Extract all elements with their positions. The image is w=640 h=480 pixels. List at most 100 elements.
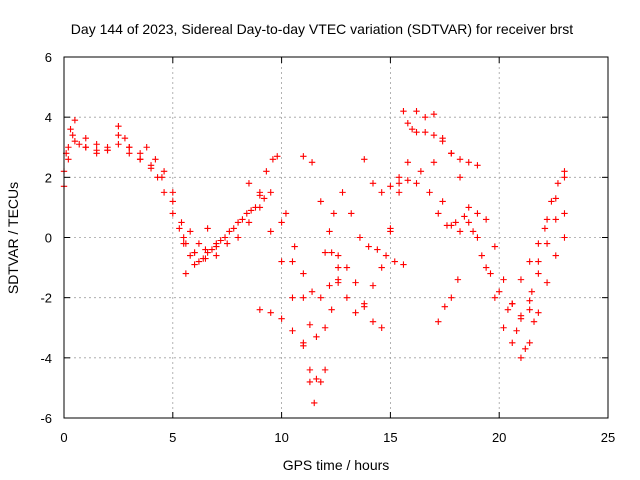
- data-point: [439, 135, 446, 142]
- series-trace-p: [430, 132, 481, 169]
- data-point: [430, 110, 438, 118]
- data-point: [256, 192, 264, 199]
- data-point: [267, 309, 274, 316]
- series-trace-b: [62, 116, 220, 262]
- data-point: [352, 309, 359, 316]
- data-point: [528, 288, 536, 295]
- data-point: [543, 240, 551, 247]
- series-trace-c: [60, 122, 211, 247]
- data-point: [461, 213, 468, 220]
- data-point: [441, 303, 448, 310]
- data-point: [334, 264, 342, 271]
- data-point: [448, 150, 455, 157]
- data-point: [187, 252, 194, 259]
- data-point: [213, 240, 220, 247]
- y-tick-label: 0: [45, 231, 52, 246]
- data-point: [65, 144, 72, 151]
- data-point: [224, 240, 231, 247]
- data-point: [267, 228, 274, 235]
- data-point: [378, 189, 385, 196]
- data-point: [408, 126, 416, 133]
- data-point: [561, 210, 568, 217]
- data-point: [317, 198, 324, 205]
- data-point: [391, 258, 398, 265]
- series-trace-k: [321, 189, 407, 268]
- data-point: [152, 156, 159, 163]
- x-axis-label: GPS time / hours: [283, 457, 390, 473]
- data-point: [387, 225, 394, 232]
- data-point: [387, 183, 394, 190]
- data-point: [306, 366, 314, 374]
- data-point: [561, 234, 568, 241]
- data-point: [378, 324, 385, 331]
- data-point: [535, 258, 542, 265]
- data-point: [422, 129, 429, 136]
- data-point: [136, 156, 144, 163]
- data-point: [561, 174, 568, 181]
- data-point: [517, 354, 525, 362]
- data-point: [526, 339, 533, 346]
- data-point: [311, 399, 318, 407]
- data-point: [200, 255, 207, 262]
- series-trace-d: [180, 192, 264, 265]
- x-tick-label: 5: [169, 430, 176, 445]
- data-point: [195, 258, 203, 265]
- data-point: [136, 150, 144, 157]
- data-point: [356, 234, 364, 241]
- series-trace-s: [509, 210, 568, 319]
- data-point: [289, 327, 296, 334]
- data-point: [169, 189, 176, 196]
- data-point: [317, 294, 324, 301]
- data-point: [448, 294, 455, 301]
- data-point: [413, 180, 420, 187]
- data-point: [526, 258, 533, 265]
- data-point: [522, 345, 529, 353]
- data-point: [65, 156, 72, 163]
- data-point: [465, 219, 472, 226]
- data-point: [256, 204, 264, 211]
- data-point: [561, 168, 568, 175]
- data-point: [308, 159, 316, 166]
- data-point: [395, 189, 403, 196]
- data-point: [326, 282, 333, 289]
- data-point: [71, 138, 79, 145]
- data-point: [269, 156, 277, 163]
- data-point: [435, 318, 442, 325]
- x-tick-label: 0: [60, 430, 67, 445]
- data-point: [474, 162, 481, 169]
- data-point: [213, 252, 220, 259]
- data-point: [395, 180, 403, 187]
- data-point: [245, 219, 253, 226]
- data-point: [76, 141, 83, 148]
- series-trace-f: [245, 180, 329, 407]
- data-point: [535, 309, 542, 316]
- data-point: [465, 204, 472, 211]
- data-point: [308, 288, 316, 295]
- data-point: [158, 174, 166, 181]
- data-point: [378, 264, 385, 271]
- data-point: [456, 156, 464, 163]
- data-point: [239, 216, 246, 223]
- x-tick-label: 25: [601, 430, 615, 445]
- data-point: [230, 225, 237, 232]
- data-point: [160, 168, 168, 175]
- data-point: [176, 225, 183, 232]
- data-point: [369, 180, 377, 187]
- data-point: [413, 107, 420, 115]
- data-point: [413, 129, 420, 136]
- data-point: [535, 240, 542, 247]
- series-trace-u: [517, 174, 568, 283]
- data-point: [93, 150, 100, 157]
- data-point: [430, 132, 438, 139]
- data-point: [147, 162, 155, 169]
- data-point: [274, 153, 281, 160]
- data-point: [278, 315, 285, 322]
- data-point: [278, 258, 285, 265]
- data-point: [71, 116, 79, 124]
- data-point: [267, 189, 274, 196]
- series-trace-m: [361, 156, 420, 196]
- data-point: [465, 159, 472, 166]
- data-point: [474, 234, 481, 241]
- data-point: [115, 141, 122, 148]
- data-point: [343, 294, 351, 301]
